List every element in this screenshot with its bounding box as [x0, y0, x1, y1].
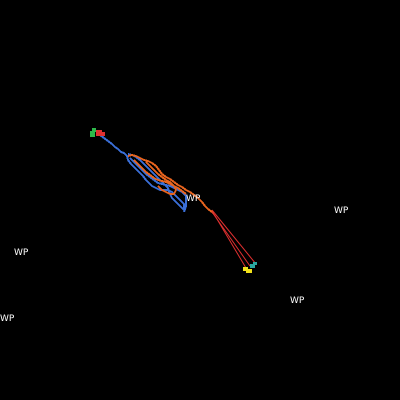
start-marker-red[interactable]: [101, 132, 105, 136]
end-marker-yellow[interactable]: [243, 267, 248, 271]
blue-track: [95, 130, 185, 213]
blue-track-loop: [129, 157, 187, 213]
red-link-line: [213, 213, 247, 269]
end-marker-teal[interactable]: [253, 262, 257, 265]
waypoint-label[interactable]: WP: [334, 206, 349, 216]
orange-track-inner: [133, 159, 187, 195]
waypoint-label[interactable]: WP: [0, 314, 15, 324]
end-marker-yellow[interactable]: [246, 269, 252, 273]
waypoint-label[interactable]: WP: [290, 296, 305, 306]
start-marker-green[interactable]: [92, 128, 96, 132]
orange-track: [127, 153, 215, 215]
red-link-line: [211, 209, 257, 265]
end-marker-teal[interactable]: [250, 264, 255, 268]
waypoint-label[interactable]: WP: [14, 248, 29, 258]
waypoint-label[interactable]: WP: [186, 194, 201, 204]
orange-track-loop: [145, 161, 178, 195]
start-marker-green[interactable]: [90, 131, 95, 137]
start-marker-red[interactable]: [96, 130, 102, 136]
